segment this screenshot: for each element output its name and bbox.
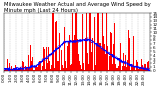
Text: Milwaukee Weather Actual and Average Wind Speed by Minute mph (Last 24 Hours): Milwaukee Weather Actual and Average Win… xyxy=(4,2,151,13)
